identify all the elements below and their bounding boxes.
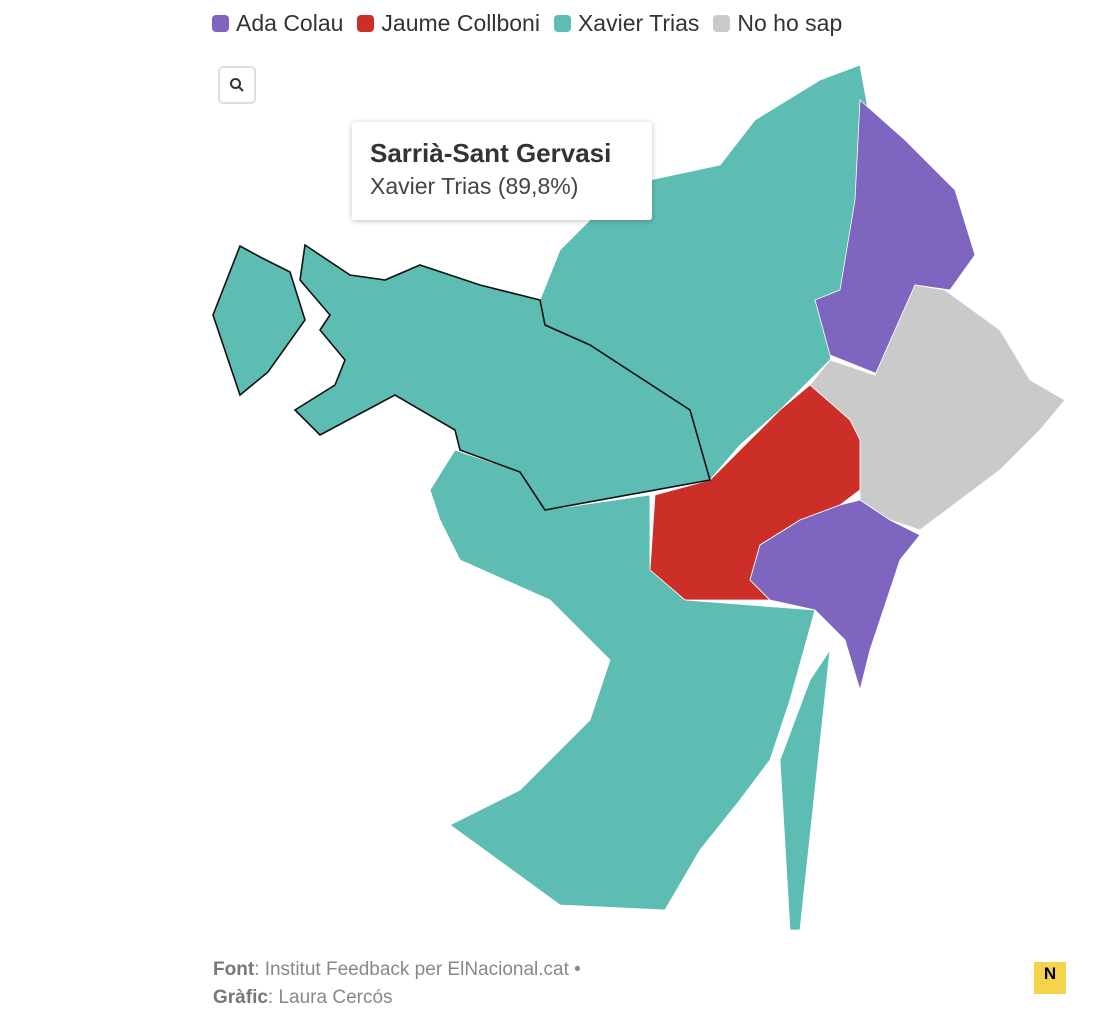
logo: N [1034, 962, 1066, 994]
legend-item[interactable]: No ho sap [713, 10, 842, 37]
legend-swatch [212, 15, 229, 32]
district[interactable] [429, 449, 816, 911]
credit: : Laura Cercós [267, 987, 393, 1008]
source-label: Font [213, 959, 255, 980]
legend-label: No ho sap [737, 10, 843, 36]
legend-swatch [357, 15, 375, 32]
tooltip-text: Xavier Trias (89,8%) [370, 173, 579, 199]
districts [429, 64, 1066, 931]
legend-item[interactable]: Jaume Collboni [357, 10, 540, 37]
source: : Institut Feedback per ElNacional.cat • [254, 959, 581, 980]
credit-label: Gràfic [213, 987, 268, 1008]
highlighted-district [212, 243, 712, 511]
district[interactable] [809, 284, 1066, 531]
legend-label: Jaume Collboni [381, 10, 540, 36]
legend-label: Ada Colau [236, 10, 344, 36]
tooltip: Sarrià-Sant Gervasi Xavier Trias (89,8%) [352, 122, 652, 220]
tooltip-title: Sarrià-Sant Gervasi [370, 138, 612, 168]
source-line: Font: Institut Feedback per ElNacional.c… [213, 956, 581, 984]
search-button[interactable] [218, 66, 256, 104]
legend-item[interactable]: Ada Colau [212, 10, 343, 37]
legend: Ada Colau Jaume Collboni Xavier Trias No ho… [212, 10, 842, 37]
legend-label: Xavier Trias [577, 10, 700, 36]
legend-item[interactable]: Xavier Trias [553, 10, 700, 37]
district[interactable] [749, 499, 921, 692]
district[interactable] [779, 649, 831, 931]
search-icon [230, 78, 244, 92]
district[interactable] [212, 244, 306, 397]
legend-swatch [713, 15, 731, 32]
footer: Font: Institut Feedback per ElNacional.c… [213, 956, 581, 1012]
legend-swatch [553, 15, 571, 32]
credit-line: Gràfic: Laura Cercós [213, 984, 581, 1012]
district[interactable] [293, 243, 712, 511]
